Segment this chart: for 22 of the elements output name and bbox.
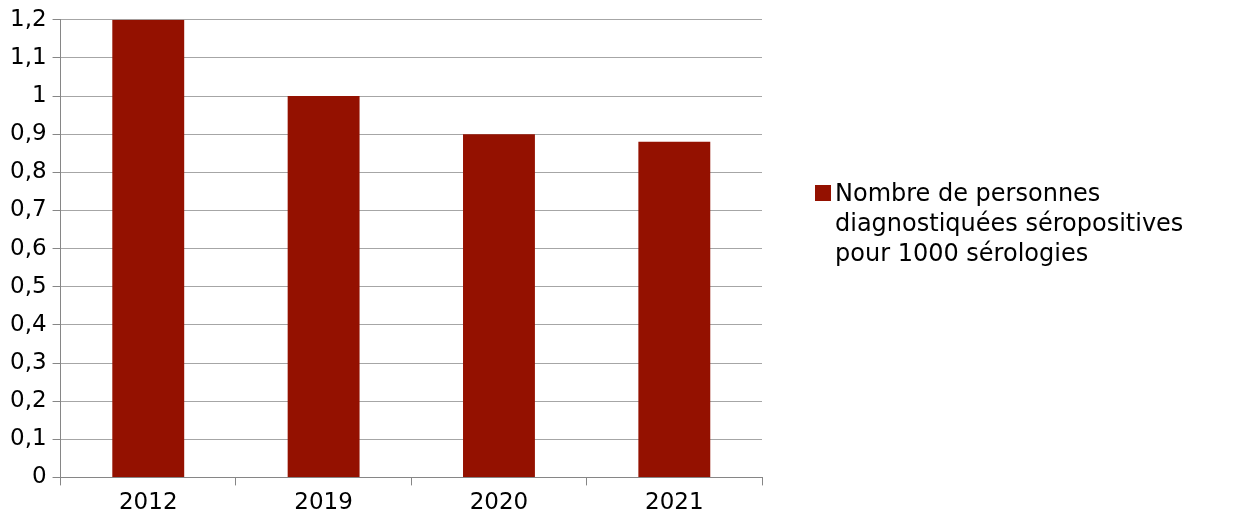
y-tick-label: 0,9 [10,119,47,146]
y-tick-label: 0,6 [10,233,47,260]
bar [287,96,360,477]
x-tick-label: 2012 [118,488,178,515]
bar [463,134,535,477]
y-tick-label: 0,8 [10,157,47,184]
y-tick-label: 0,5 [10,271,47,298]
x-tick-label: 2019 [294,488,353,515]
y-tick-label: 0,4 [10,309,47,336]
y-tick-label: 1,2 [10,4,47,31]
y-tick-label: 0 [31,462,47,489]
y-tick-label: 0,1 [10,424,47,451]
x-tick-label: 2021 [645,488,704,515]
legend-label: Nombre de personnes diagnostiquées séropositives pour 1000 sérologies [835,178,1185,268]
y-tick-label: 1,1 [10,42,47,69]
y-tick-label: 0,2 [10,386,47,413]
x-tick-label: 2020 [469,488,529,515]
y-tick-label: 0,7 [10,195,47,222]
y-tick-label: 1 [31,81,47,108]
bar [112,19,185,477]
bar [638,141,711,477]
y-tick-label: 0,3 [10,347,47,374]
